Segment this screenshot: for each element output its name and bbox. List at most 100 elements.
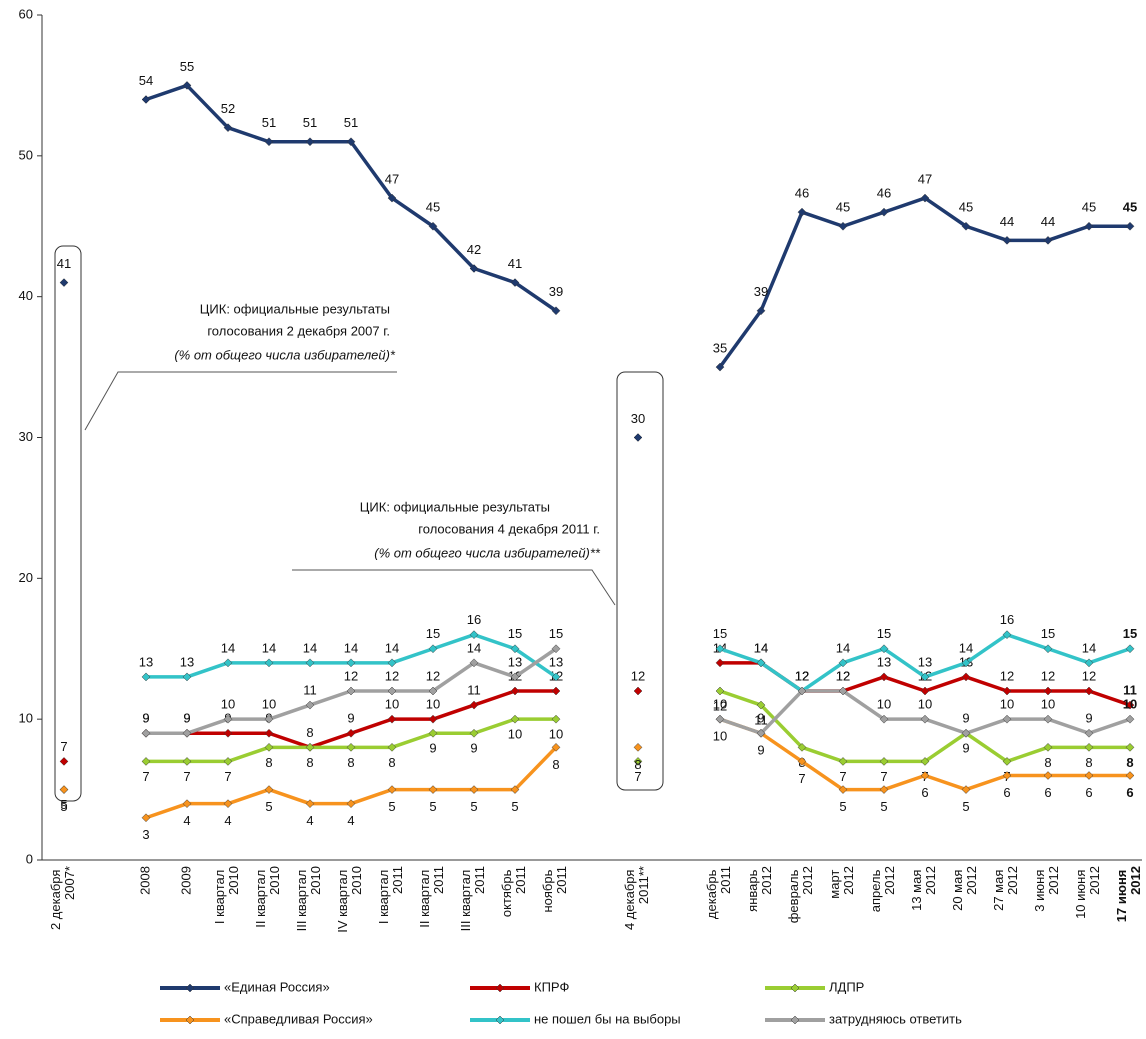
value-label: 14 [754, 640, 768, 655]
value-label: 15 [877, 626, 891, 641]
value-label: 9 [347, 711, 354, 726]
point-marker [387, 742, 397, 752]
value-label: 9 [183, 711, 190, 726]
point-marker [510, 278, 520, 287]
point-marker [264, 728, 274, 738]
value-label: 15 [713, 626, 727, 641]
point-marker [346, 742, 356, 752]
value-label: 8 [306, 755, 313, 770]
point-marker [182, 672, 192, 682]
point-marker [59, 278, 69, 287]
point-marker [1002, 771, 1012, 780]
point-marker [920, 672, 930, 682]
annotation: голосования 2 декабря 2007 г. [207, 323, 390, 338]
x-tick-label: 13 мая 2012 [909, 866, 938, 911]
point-marker [1084, 771, 1094, 780]
point-marker [715, 686, 725, 696]
point-marker [510, 785, 520, 794]
x-tick-label: апрель 2012 [868, 866, 897, 912]
value-label: 8 [1044, 755, 1051, 770]
annotation: (% от общего числа избирателей)** [374, 545, 601, 560]
value-label: 9 [183, 711, 190, 726]
point-marker [387, 193, 397, 203]
value-label: 10 [1000, 697, 1014, 712]
point-marker [387, 658, 397, 668]
x-tick-label: III квартал 2010 [294, 866, 323, 931]
x-tick-label: 20 мая 2012 [950, 866, 979, 911]
value-label: 8 [552, 757, 559, 772]
point-marker [223, 123, 233, 133]
x-tick-label: 27 мая 2012 [991, 866, 1020, 911]
value-label: 7 [224, 769, 231, 784]
point-marker [551, 742, 561, 752]
point-marker [346, 686, 356, 696]
value-label: 5 [839, 799, 846, 814]
point-marker [264, 742, 274, 752]
value-label: 30 [631, 411, 645, 426]
point-marker [551, 672, 561, 682]
value-label: 6 [1044, 785, 1051, 800]
value-label: 11 [303, 683, 317, 698]
x-tick-label: ноябрь 2011 [540, 866, 569, 913]
legend-marker [185, 983, 195, 993]
point-marker [223, 728, 233, 738]
annotation: (% от общего числа избирателей)* [174, 347, 396, 362]
point-marker [305, 658, 315, 668]
value-label: 13 [877, 654, 891, 669]
value-label: 9 [429, 741, 436, 756]
point-marker [756, 658, 766, 668]
y-tick-label: 10 [19, 711, 33, 726]
value-label: 10 [918, 697, 932, 712]
point-marker [469, 785, 479, 794]
value-label: 5 [880, 799, 887, 814]
value-label: 8 [265, 755, 272, 770]
point-marker [264, 658, 274, 668]
point-marker [838, 757, 848, 766]
x-tick-label: I квартал 2011 [376, 866, 405, 924]
value-label: 15 [1123, 626, 1137, 641]
point-marker [1043, 235, 1053, 245]
point-marker [920, 771, 930, 780]
value-label: 10 [508, 727, 522, 742]
point-marker [141, 757, 151, 766]
value-label: 45 [1082, 200, 1096, 215]
x-tick-label: II квартал 2011 [417, 866, 446, 928]
point-marker [223, 658, 233, 668]
point-marker [920, 686, 930, 696]
value-label: 45 [426, 200, 440, 215]
value-label: 10 [1123, 697, 1137, 712]
point-marker [510, 686, 520, 696]
value-label: 5 [962, 799, 969, 814]
value-label: 45 [836, 200, 850, 215]
point-marker [305, 799, 315, 809]
x-tick-label: 17 июня 2012 [1114, 866, 1143, 922]
x-tick-label: 2 декабря 2007* [48, 866, 77, 930]
x-tick-label: 2008 [137, 866, 152, 895]
series-line [718, 196, 1130, 369]
point-marker [428, 686, 438, 696]
value-label: 14 [221, 640, 235, 655]
point-marker [1084, 686, 1094, 696]
value-label: 4 [183, 813, 190, 828]
value-label: 10 [385, 697, 399, 712]
point-marker [387, 714, 397, 724]
value-label: 15 [549, 626, 563, 641]
y-tick-label: 50 [19, 147, 33, 162]
point-marker [469, 700, 479, 710]
value-label: 14 [1082, 640, 1096, 655]
value-label: 7 [183, 769, 190, 784]
point-marker [59, 757, 69, 766]
value-label: 15 [426, 626, 440, 641]
legend-label: не пошел бы на выборы [534, 1011, 681, 1026]
value-label: 9 [757, 711, 764, 726]
point-marker [1043, 644, 1053, 654]
x-tick-label: II квартал 2010 [253, 866, 282, 928]
value-label: 5 [429, 799, 436, 814]
value-label: 6 [921, 785, 928, 800]
value-label: 12 [836, 668, 850, 683]
point-marker [797, 207, 807, 217]
value-label: 8 [388, 755, 395, 770]
value-label: 12 [1000, 668, 1014, 683]
point-marker [961, 785, 971, 794]
point-marker [182, 81, 192, 90]
